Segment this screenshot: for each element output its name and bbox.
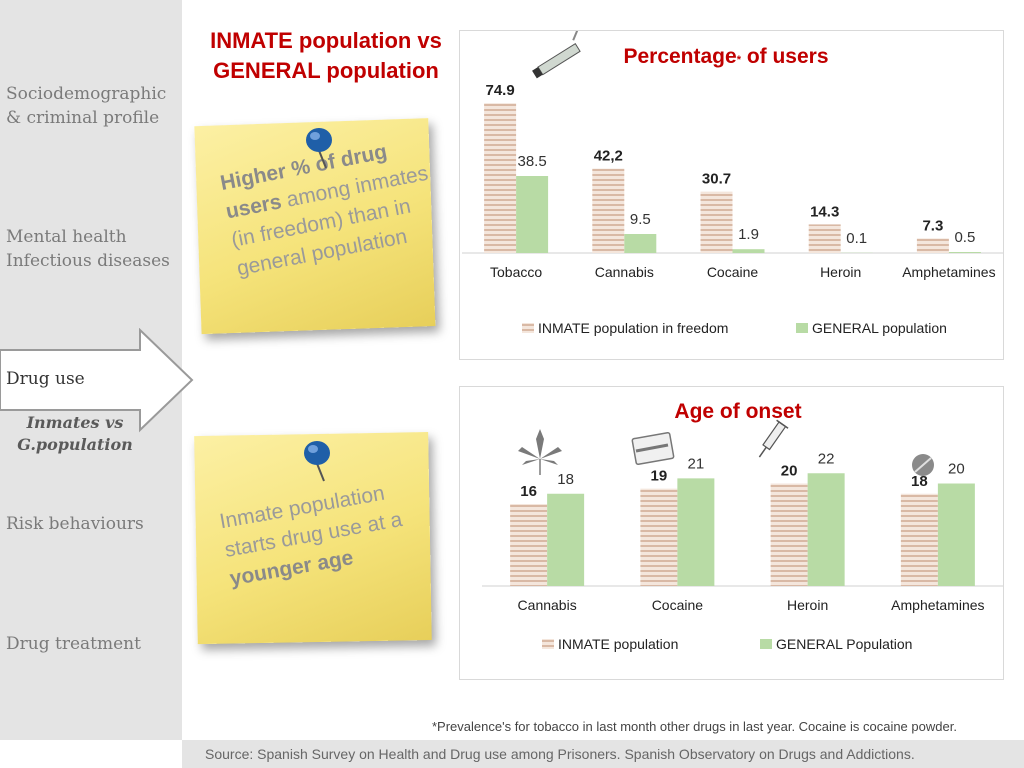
data-label-inmate: 16 [520, 483, 537, 500]
pill-icon [912, 454, 934, 476]
sidebar-subitem-inmates-vs-gpopulation[interactable]: Inmates vs G.population [17, 413, 133, 454]
data-label-inmate: 18 [911, 473, 928, 490]
bar-inmate [592, 168, 625, 253]
chart-age-onset: Age of onset 16 18 Cannabis 19 21 Cocaine 20 22… [459, 386, 1004, 680]
x-tick-label: Cannabis [595, 264, 654, 280]
footer-bar [182, 740, 1024, 768]
bar-general [732, 249, 765, 253]
data-label-general: 9.5 [630, 211, 651, 228]
x-tick-label: Cannabis [518, 597, 577, 613]
data-label-inmate: 20 [781, 463, 798, 480]
card-icon [631, 431, 675, 466]
x-tick-label: Cocaine [707, 264, 759, 280]
syringe-icon [758, 419, 789, 458]
legend-swatch-inmate [522, 323, 534, 333]
page-title: INMATE population vs GENERAL population [210, 28, 442, 83]
bar-inmate [900, 493, 938, 586]
data-label-general: 18 [557, 471, 574, 488]
legend-label-inmate: INMATE population [558, 636, 678, 652]
x-tick-label: Amphetamines [902, 264, 995, 280]
sidebar-item-drug-treatment[interactable]: Drug treatment [6, 634, 141, 654]
bar-general [547, 493, 585, 586]
x-tick-label: Heroin [820, 264, 861, 280]
bar-general [516, 176, 549, 253]
bar-inmate [510, 504, 548, 586]
data-label-inmate: 30.7 [702, 171, 731, 188]
data-label-general: 22 [818, 450, 835, 467]
legend-label-inmate: INMATE population in freedom [538, 320, 728, 336]
sidebar-item-drug-use[interactable]: Drug use [6, 369, 85, 389]
data-label-general: 0.1 [846, 230, 867, 247]
data-label-general: 1.9 [738, 226, 759, 243]
data-label-general: 21 [688, 455, 705, 472]
bar-general [624, 234, 657, 253]
bar-general [937, 483, 975, 586]
bar-inmate [700, 191, 733, 253]
chart-2-title: Age of onset [674, 400, 801, 423]
legend-swatch-inmate [542, 639, 554, 649]
data-label-inmate: 74.9 [485, 82, 514, 99]
source-text: Source: Spanish Survey on Health and Dru… [205, 746, 915, 762]
cannabis-leaf-icon [518, 429, 562, 475]
legend-swatch-general [796, 323, 808, 333]
bar-inmate [640, 488, 678, 586]
x-tick-label: Cocaine [652, 597, 704, 613]
bar-inmate [770, 483, 808, 586]
sidebar-item-risk-behaviours[interactable]: Risk behaviours [6, 514, 144, 534]
legend-label-general: GENERAL Population [776, 636, 912, 652]
chart-age-onset-svg: Age of onset 16 18 Cannabis 19 21 Cocaine 20 22… [482, 400, 1003, 652]
sidebar-item-mental-health[interactable]: Mental health Infectious diseases [6, 227, 170, 271]
chart-percentage-users-svg: Percentage* of users 74.9 38.5 Tobacco 42,2… [462, 24, 1003, 336]
bar-general [807, 473, 845, 586]
bar-general [677, 478, 715, 586]
pushpin-icon [306, 128, 332, 169]
sidebar-item-sociodemographic[interactable]: Sociodemographic & criminal profile [6, 84, 167, 128]
pushpin-icon [304, 441, 330, 482]
data-label-inmate: 7.3 [922, 217, 943, 234]
x-tick-label: Amphetamines [891, 597, 984, 613]
data-label-general: 20 [948, 461, 965, 478]
data-label-inmate: 19 [651, 468, 668, 485]
bar-inmate [484, 103, 517, 253]
x-tick-label: Tobacco [490, 264, 542, 280]
x-tick-label: Heroin [787, 597, 828, 613]
bar-general [948, 252, 981, 253]
chart-1-title: Percentage* of users [623, 45, 828, 68]
legend-label-general: GENERAL population [812, 320, 947, 336]
active-arrow-icon [0, 328, 194, 433]
data-label-inmate: 42,2 [594, 148, 623, 165]
bar-inmate [916, 238, 949, 253]
cigarette-icon [532, 24, 581, 79]
data-label-general: 0.5 [954, 229, 975, 246]
chart-percentage-users: Percentage* of users 74.9 38.5 Tobacco 42,2… [459, 24, 1004, 360]
bar-inmate [808, 224, 841, 253]
data-label-general: 38.5 [517, 153, 546, 170]
data-label-inmate: 14.3 [810, 203, 839, 220]
footnote: *Prevalence's for tobacco in last month … [432, 719, 957, 734]
legend-swatch-general [760, 639, 772, 649]
